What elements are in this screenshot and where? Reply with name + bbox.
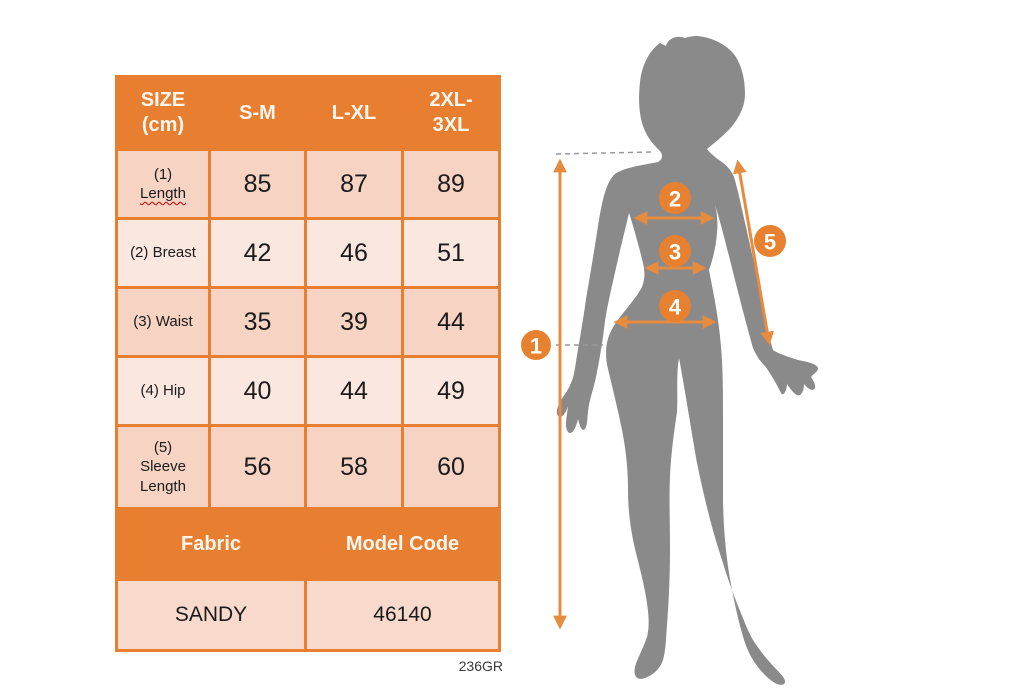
sleeve-s-m: 56 bbox=[211, 427, 304, 507]
marker-4-label: 4 bbox=[669, 295, 682, 320]
row-label-breast-text: (2) Breast bbox=[130, 244, 196, 262]
row-label-sleeve-num: (5) bbox=[153, 438, 173, 456]
marker-circle-1: 1 bbox=[521, 330, 551, 360]
marker-circle-5: 5 bbox=[754, 225, 786, 257]
length-l-xl: 87 bbox=[307, 151, 401, 217]
row-label-length-num: (1) bbox=[153, 165, 173, 183]
shoulder-dashed-line bbox=[555, 151, 652, 155]
hip-s-m: 40 bbox=[211, 358, 304, 424]
hip-2xl-3xl: 49 bbox=[404, 358, 498, 424]
marker-circle-4: 4 bbox=[659, 290, 691, 322]
row-label-sleeve-word1: Sleeve bbox=[140, 458, 186, 476]
breast-s-m: 42 bbox=[211, 220, 304, 286]
header-size-cm: SIZE (cm) bbox=[118, 78, 208, 148]
row-label-hip-text: (4) Hip bbox=[140, 382, 186, 400]
marker-2-label: 2 bbox=[669, 187, 681, 212]
hip-l-xl: 44 bbox=[307, 358, 401, 424]
row-label-hip: (4) Hip bbox=[118, 358, 208, 424]
model-code-header: Model Code bbox=[307, 510, 498, 578]
waist-s-m: 35 bbox=[211, 289, 304, 355]
header-col-2xl-3xl: 2XL- 3XL bbox=[404, 78, 498, 148]
header-col-l-xl: L-XL bbox=[307, 78, 401, 148]
model-code-value: 46140 bbox=[307, 581, 498, 649]
sleeve-2xl-3xl: 60 bbox=[404, 427, 498, 507]
row-label-sleeve-length: (5) Sleeve Length bbox=[118, 427, 208, 507]
sleeve-arrow bbox=[732, 159, 775, 346]
row-label-breast: (2) Breast bbox=[118, 220, 208, 286]
marker-5-label: 5 bbox=[764, 230, 776, 255]
row-label-length: (1) Length bbox=[118, 151, 208, 217]
breast-l-xl: 46 bbox=[307, 220, 401, 286]
breast-2xl-3xl: 51 bbox=[404, 220, 498, 286]
waist-2xl-3xl: 44 bbox=[404, 289, 498, 355]
length-2xl-3xl: 89 bbox=[404, 151, 498, 217]
marker-1-label: 1 bbox=[530, 334, 542, 359]
row-label-waist-text: (3) Waist bbox=[133, 313, 193, 331]
fabric-header: Fabric bbox=[118, 510, 304, 578]
row-label-sleeve-word2: Length bbox=[140, 477, 186, 495]
waist-l-xl: 39 bbox=[307, 289, 401, 355]
row-label-waist: (3) Waist bbox=[118, 289, 208, 355]
marker-3-label: 3 bbox=[669, 240, 681, 265]
fabric-value: SANDY bbox=[118, 581, 304, 649]
footnote-weight-code: 236GR bbox=[458, 658, 503, 674]
marker-circle-2: 2 bbox=[659, 182, 691, 214]
size-chart-table: SIZE (cm) S-M L-XL 2XL- 3XL (1) Length 8… bbox=[115, 75, 501, 652]
sleeve-l-xl: 58 bbox=[307, 427, 401, 507]
length-s-m: 85 bbox=[211, 151, 304, 217]
body-silhouette bbox=[556, 36, 818, 685]
marker-circle-3: 3 bbox=[659, 235, 691, 267]
header-col-s-m: S-M bbox=[211, 78, 304, 148]
row-label-length-text: Length bbox=[140, 185, 186, 202]
